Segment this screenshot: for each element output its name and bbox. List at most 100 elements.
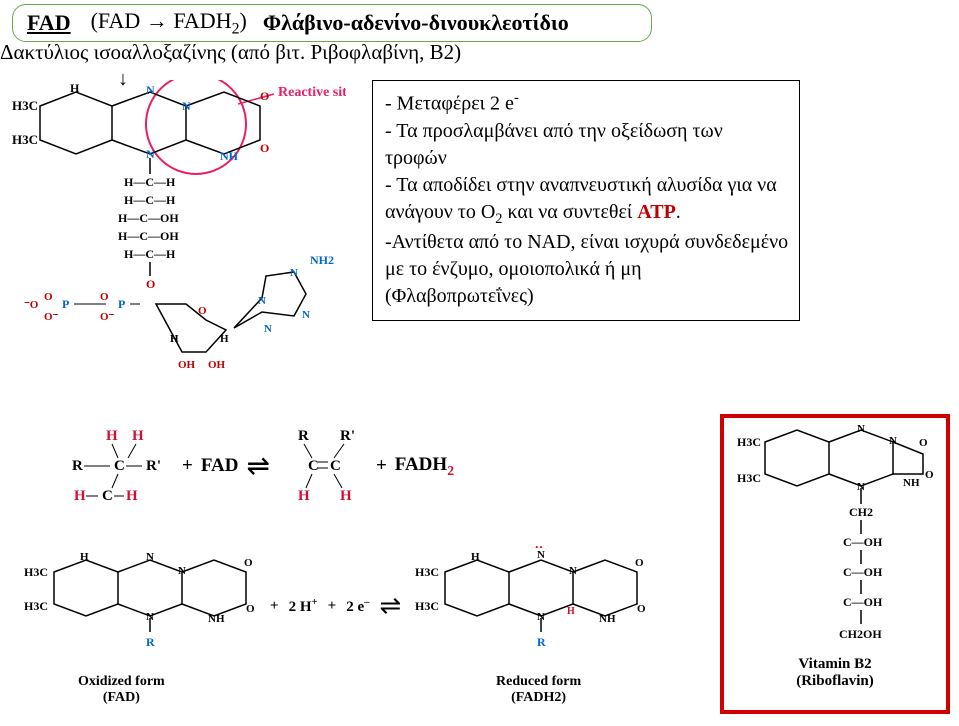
plus-3: +	[270, 598, 279, 615]
plus-2: +	[376, 455, 387, 477]
svg-text:N: N	[857, 424, 865, 435]
svg-text:NH: NH	[903, 477, 920, 489]
svg-text:O: O	[260, 89, 269, 103]
vitamin-b2-svg: H3C H3C N N N O NH O CH2 C—OH C—OH C—OH …	[735, 424, 935, 650]
svg-text:H3C: H3C	[12, 132, 38, 147]
svg-text:H3C: H3C	[24, 599, 48, 613]
svg-text:H—C—OH: H—C—OH	[118, 229, 179, 243]
info-line-3: - Τα αποδίδει στην αναπνευστική αλυσίδα …	[385, 172, 789, 229]
svg-text:C: C	[114, 458, 125, 474]
svg-text:N: N	[178, 565, 186, 577]
fad-abbr: FAD	[27, 10, 71, 36]
svg-text:N: N	[258, 295, 266, 307]
svg-text:OH: OH	[178, 359, 196, 371]
info-line-2: - Τα προσλαμβάνει από την οξείδωση των τ…	[385, 118, 789, 172]
svg-text:C: C	[308, 458, 319, 474]
svg-text:N: N	[146, 551, 154, 563]
svg-text:H: H	[535, 546, 543, 551]
svg-text:O: O	[635, 557, 644, 569]
svg-text:O: O	[925, 469, 934, 481]
reaction-top: H H C R' C R H H + FAD ⇌ R R' C C H H + …	[68, 426, 454, 506]
2h-plus: 2 H+	[289, 596, 318, 616]
vitamin-label-2: (Riboflavin)	[796, 673, 874, 689]
equilibrium-arrow-icon: ⇌	[246, 449, 269, 483]
subtitle: Δακτύλιος ισοαλλοξαζίνης (από βιτ. Ριβοφ…	[0, 40, 461, 65]
svg-text:H: H	[74, 488, 86, 504]
svg-text:N: N	[569, 565, 577, 577]
svg-text:O: O	[146, 277, 155, 291]
svg-text:H: H	[80, 551, 89, 563]
greek-name: Φλάβινο-αδενίνο-δινουκλεοτίδιο	[263, 10, 569, 36]
svg-text:NH: NH	[208, 613, 225, 625]
svg-text:O: O	[100, 291, 109, 303]
svg-text:O⁻: O⁻	[100, 311, 115, 323]
svg-text:H—C—OH: H—C—OH	[118, 211, 179, 225]
svg-text:O: O	[246, 603, 255, 615]
svg-text:P: P	[62, 297, 69, 311]
plus-4: +	[328, 598, 337, 615]
svg-text:C—OH: C—OH	[843, 595, 883, 609]
info-line-4: -Αντίθετα από το NAD, είναι ισχυρά συνδε…	[385, 229, 789, 310]
svg-text:N: N	[264, 323, 272, 335]
svg-text:H: H	[471, 551, 480, 563]
svg-text:CH2: CH2	[849, 505, 873, 519]
svg-text:H3C: H3C	[12, 98, 38, 113]
oxidized-caption: Oxidized form(FAD)	[78, 674, 165, 706]
equilibrium-arrow-2-icon: ⇌	[380, 591, 402, 621]
reduced-fadh2-svg: H3C H3C H N H N N H NH O O R	[411, 546, 651, 666]
info-box: - Μεταφέρει 2 e- - Τα προσλαμβάνει από τ…	[372, 80, 800, 321]
svg-text:R: R	[298, 428, 309, 444]
svg-text:NH2: NH2	[310, 253, 334, 267]
svg-text:H: H	[170, 333, 179, 345]
fad-structure-svg: Reactive sites H3C H3C N N N NH O O H H—…	[6, 80, 346, 410]
reduced-caption: Reduced form(FADH2)	[496, 674, 581, 706]
svg-text:H—C—H: H—C—H	[124, 175, 176, 189]
svg-text:C—OH: C—OH	[843, 565, 883, 579]
svg-text:H: H	[126, 488, 138, 504]
2e-minus: 2 e–	[346, 596, 369, 616]
reactant-ch: H H C R' C R H H	[68, 426, 174, 506]
svg-text:H: H	[70, 81, 80, 95]
svg-text:O: O	[244, 557, 253, 569]
oxidized-fad-svg: H3C H3C H N N N NH O O R	[20, 546, 260, 666]
svg-text:H: H	[220, 333, 229, 345]
svg-text:R': R'	[340, 428, 355, 444]
vitamin-label-1: Vitamin B2	[798, 656, 871, 672]
svg-text:H3C: H3C	[415, 565, 439, 579]
svg-text:H3C: H3C	[737, 435, 761, 449]
svg-text:C: C	[330, 458, 341, 474]
svg-text:NH: NH	[220, 149, 239, 163]
svg-text:Reactive sites: Reactive sites	[278, 85, 346, 100]
svg-text:CH2OH: CH2OH	[839, 627, 882, 641]
svg-text:H—C—H: H—C—H	[124, 193, 176, 207]
svg-text:R: R	[146, 635, 155, 649]
info-line-1: - Μεταφέρει 2 e-	[385, 89, 789, 118]
svg-text:N: N	[889, 435, 897, 447]
svg-text:P: P	[118, 297, 125, 311]
fad-forms-row: H3C H3C H N N N NH O O R + 2 H+ + 2 e– ⇌…	[20, 546, 651, 666]
svg-text:R': R'	[146, 458, 161, 474]
svg-text:O: O	[44, 291, 53, 303]
svg-text:O: O	[919, 437, 928, 449]
svg-text:OH: OH	[208, 359, 226, 371]
svg-text:NH: NH	[599, 613, 616, 625]
svg-text:N: N	[290, 267, 298, 279]
svg-text:⁻O: ⁻O	[24, 299, 39, 311]
svg-text:C—OH: C—OH	[843, 535, 883, 549]
title-reaction: (FAD → FADH2)	[91, 8, 247, 38]
atp-label: ATP	[637, 201, 676, 223]
svg-text:H: H	[298, 488, 310, 504]
svg-text:O: O	[260, 141, 269, 155]
svg-text:N: N	[302, 309, 310, 321]
svg-text:C: C	[102, 488, 113, 504]
svg-text:H: H	[567, 606, 575, 617]
svg-text:H3C: H3C	[24, 565, 48, 579]
svg-text:H3C: H3C	[415, 599, 439, 613]
svg-text:N: N	[146, 83, 155, 97]
svg-text:H3C: H3C	[737, 471, 761, 485]
product-cc: R R' C C H H	[278, 426, 368, 506]
svg-text:O⁻: O⁻	[44, 311, 59, 323]
svg-text:O: O	[198, 305, 207, 317]
title-box: FAD (FAD → FADH2) Φλάβινο-αδενίνο-δινουκ…	[12, 4, 652, 42]
plus-1: +	[182, 455, 193, 477]
